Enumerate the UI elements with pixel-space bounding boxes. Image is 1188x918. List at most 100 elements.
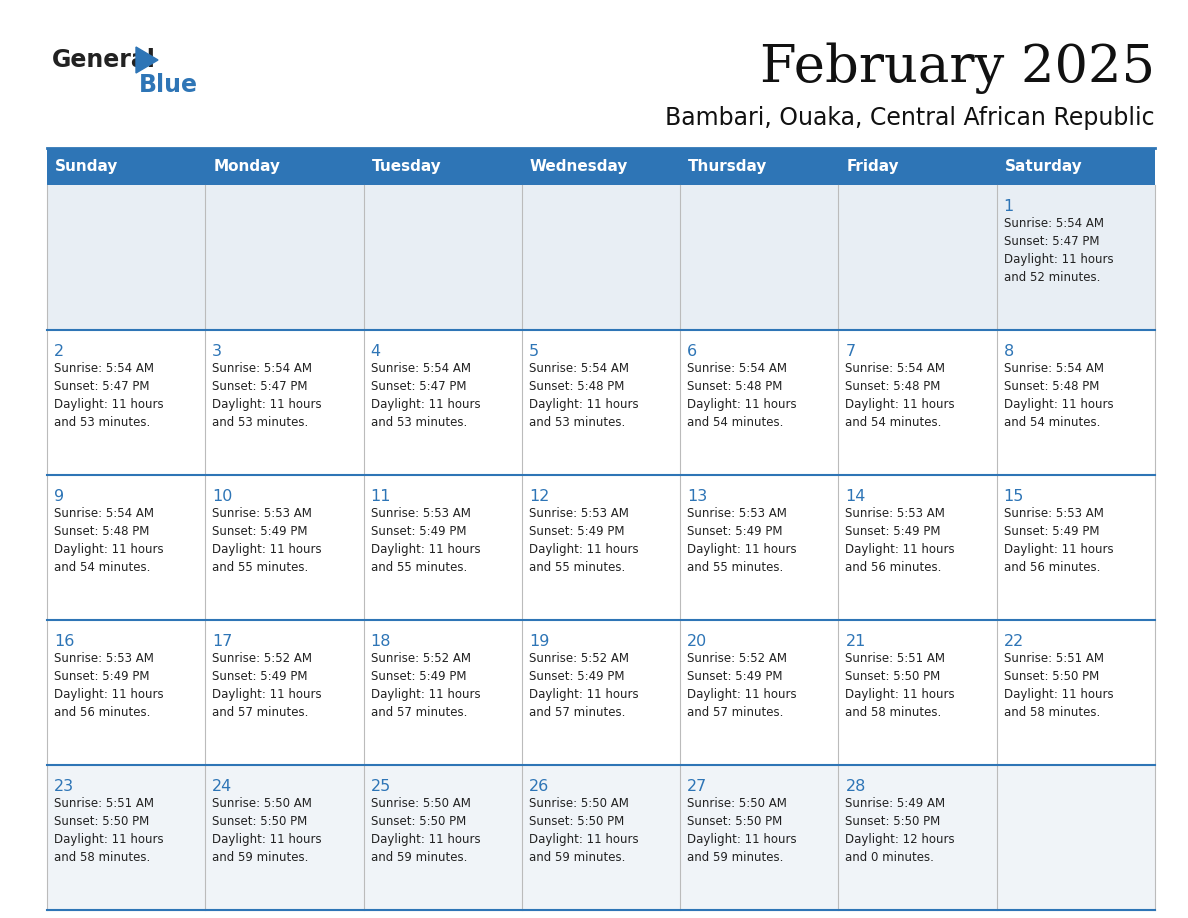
Text: Sunrise: 5:53 AM: Sunrise: 5:53 AM bbox=[846, 507, 946, 520]
Text: and 53 minutes.: and 53 minutes. bbox=[53, 416, 150, 429]
Text: Sunset: 5:48 PM: Sunset: 5:48 PM bbox=[529, 380, 624, 393]
Text: Sunset: 5:48 PM: Sunset: 5:48 PM bbox=[1004, 380, 1099, 393]
Text: 15: 15 bbox=[1004, 489, 1024, 504]
Text: Blue: Blue bbox=[139, 73, 198, 97]
Text: Daylight: 11 hours: Daylight: 11 hours bbox=[529, 398, 638, 411]
Bar bbox=[206, 620, 364, 765]
Text: Sunset: 5:47 PM: Sunset: 5:47 PM bbox=[1004, 235, 1099, 248]
Text: Sunset: 5:48 PM: Sunset: 5:48 PM bbox=[53, 525, 150, 538]
Text: Sunrise: 5:54 AM: Sunrise: 5:54 AM bbox=[371, 362, 470, 375]
Text: and 53 minutes.: and 53 minutes. bbox=[371, 416, 467, 429]
Text: Sunset: 5:49 PM: Sunset: 5:49 PM bbox=[687, 525, 783, 538]
Text: Daylight: 11 hours: Daylight: 11 hours bbox=[213, 398, 322, 411]
Text: 7: 7 bbox=[846, 344, 855, 359]
Text: Daylight: 11 hours: Daylight: 11 hours bbox=[53, 398, 164, 411]
Text: Sunset: 5:50 PM: Sunset: 5:50 PM bbox=[1004, 670, 1099, 683]
Text: and 57 minutes.: and 57 minutes. bbox=[213, 706, 309, 719]
Text: Sunset: 5:47 PM: Sunset: 5:47 PM bbox=[213, 380, 308, 393]
Text: and 56 minutes.: and 56 minutes. bbox=[1004, 561, 1100, 574]
Text: 10: 10 bbox=[213, 489, 233, 504]
Bar bbox=[364, 765, 522, 910]
Text: Sunset: 5:49 PM: Sunset: 5:49 PM bbox=[529, 670, 625, 683]
Text: Daylight: 11 hours: Daylight: 11 hours bbox=[371, 543, 480, 556]
Text: and 59 minutes.: and 59 minutes. bbox=[687, 851, 784, 864]
Text: Sunset: 5:49 PM: Sunset: 5:49 PM bbox=[846, 525, 941, 538]
Text: Daylight: 11 hours: Daylight: 11 hours bbox=[1004, 688, 1113, 701]
Text: Sunset: 5:49 PM: Sunset: 5:49 PM bbox=[529, 525, 625, 538]
Text: and 55 minutes.: and 55 minutes. bbox=[371, 561, 467, 574]
Bar bbox=[522, 765, 681, 910]
Text: February 2025: February 2025 bbox=[760, 42, 1155, 94]
Text: Sunset: 5:50 PM: Sunset: 5:50 PM bbox=[846, 670, 941, 683]
Bar bbox=[522, 475, 681, 620]
Text: 13: 13 bbox=[687, 489, 707, 504]
Text: Daylight: 11 hours: Daylight: 11 hours bbox=[1004, 543, 1113, 556]
Text: 24: 24 bbox=[213, 779, 233, 794]
Text: 22: 22 bbox=[1004, 634, 1024, 649]
Text: 3: 3 bbox=[213, 344, 222, 359]
Bar bbox=[681, 765, 839, 910]
Text: Sunrise: 5:50 AM: Sunrise: 5:50 AM bbox=[687, 797, 786, 810]
Text: Bambari, Ouaka, Central African Republic: Bambari, Ouaka, Central African Republic bbox=[665, 106, 1155, 130]
Text: Daylight: 11 hours: Daylight: 11 hours bbox=[687, 398, 797, 411]
Text: and 58 minutes.: and 58 minutes. bbox=[53, 851, 150, 864]
Text: Daylight: 11 hours: Daylight: 11 hours bbox=[846, 688, 955, 701]
Bar bbox=[997, 620, 1155, 765]
Bar bbox=[839, 620, 997, 765]
Text: Sunset: 5:50 PM: Sunset: 5:50 PM bbox=[846, 815, 941, 828]
Text: Sunset: 5:50 PM: Sunset: 5:50 PM bbox=[53, 815, 150, 828]
Text: Sunrise: 5:51 AM: Sunrise: 5:51 AM bbox=[1004, 652, 1104, 665]
Text: Sunset: 5:50 PM: Sunset: 5:50 PM bbox=[687, 815, 783, 828]
Text: and 53 minutes.: and 53 minutes. bbox=[529, 416, 625, 429]
Text: Sunrise: 5:54 AM: Sunrise: 5:54 AM bbox=[687, 362, 788, 375]
Text: Sunset: 5:49 PM: Sunset: 5:49 PM bbox=[53, 670, 150, 683]
Text: Daylight: 11 hours: Daylight: 11 hours bbox=[529, 833, 638, 846]
Text: and 55 minutes.: and 55 minutes. bbox=[529, 561, 625, 574]
Text: Sunrise: 5:53 AM: Sunrise: 5:53 AM bbox=[53, 652, 154, 665]
Bar bbox=[206, 765, 364, 910]
Text: 26: 26 bbox=[529, 779, 549, 794]
Text: and 58 minutes.: and 58 minutes. bbox=[846, 706, 942, 719]
Text: and 57 minutes.: and 57 minutes. bbox=[371, 706, 467, 719]
Bar bbox=[364, 475, 522, 620]
Text: 18: 18 bbox=[371, 634, 391, 649]
Text: Sunday: Sunday bbox=[55, 159, 119, 174]
Text: 8: 8 bbox=[1004, 344, 1015, 359]
Text: and 59 minutes.: and 59 minutes. bbox=[213, 851, 309, 864]
Bar bbox=[997, 765, 1155, 910]
Text: Sunrise: 5:49 AM: Sunrise: 5:49 AM bbox=[846, 797, 946, 810]
Text: Sunset: 5:48 PM: Sunset: 5:48 PM bbox=[846, 380, 941, 393]
Text: Sunrise: 5:52 AM: Sunrise: 5:52 AM bbox=[687, 652, 788, 665]
Bar bbox=[364, 330, 522, 475]
Text: 27: 27 bbox=[687, 779, 707, 794]
Text: 4: 4 bbox=[371, 344, 380, 359]
Text: Sunrise: 5:54 AM: Sunrise: 5:54 AM bbox=[213, 362, 312, 375]
Text: Monday: Monday bbox=[214, 159, 280, 174]
Text: Daylight: 11 hours: Daylight: 11 hours bbox=[53, 543, 164, 556]
Text: Sunrise: 5:53 AM: Sunrise: 5:53 AM bbox=[1004, 507, 1104, 520]
Text: Sunset: 5:50 PM: Sunset: 5:50 PM bbox=[529, 815, 624, 828]
Text: Sunrise: 5:54 AM: Sunrise: 5:54 AM bbox=[53, 507, 154, 520]
Text: Sunrise: 5:52 AM: Sunrise: 5:52 AM bbox=[529, 652, 628, 665]
Text: Daylight: 11 hours: Daylight: 11 hours bbox=[53, 688, 164, 701]
Text: Sunset: 5:49 PM: Sunset: 5:49 PM bbox=[213, 525, 308, 538]
Bar bbox=[48, 330, 206, 475]
Bar bbox=[522, 620, 681, 765]
Text: Daylight: 11 hours: Daylight: 11 hours bbox=[687, 833, 797, 846]
Text: Daylight: 11 hours: Daylight: 11 hours bbox=[371, 398, 480, 411]
Text: Sunrise: 5:53 AM: Sunrise: 5:53 AM bbox=[529, 507, 628, 520]
Bar bbox=[48, 765, 206, 910]
Bar bbox=[522, 330, 681, 475]
Text: Daylight: 11 hours: Daylight: 11 hours bbox=[846, 543, 955, 556]
Text: and 59 minutes.: and 59 minutes. bbox=[529, 851, 625, 864]
Text: and 54 minutes.: and 54 minutes. bbox=[1004, 416, 1100, 429]
Bar bbox=[48, 620, 206, 765]
Text: Sunset: 5:47 PM: Sunset: 5:47 PM bbox=[371, 380, 466, 393]
Bar bbox=[839, 185, 997, 330]
Text: 12: 12 bbox=[529, 489, 549, 504]
Bar bbox=[364, 185, 522, 330]
Text: and 56 minutes.: and 56 minutes. bbox=[846, 561, 942, 574]
Text: 5: 5 bbox=[529, 344, 539, 359]
Bar bbox=[206, 185, 364, 330]
Text: and 0 minutes.: and 0 minutes. bbox=[846, 851, 934, 864]
